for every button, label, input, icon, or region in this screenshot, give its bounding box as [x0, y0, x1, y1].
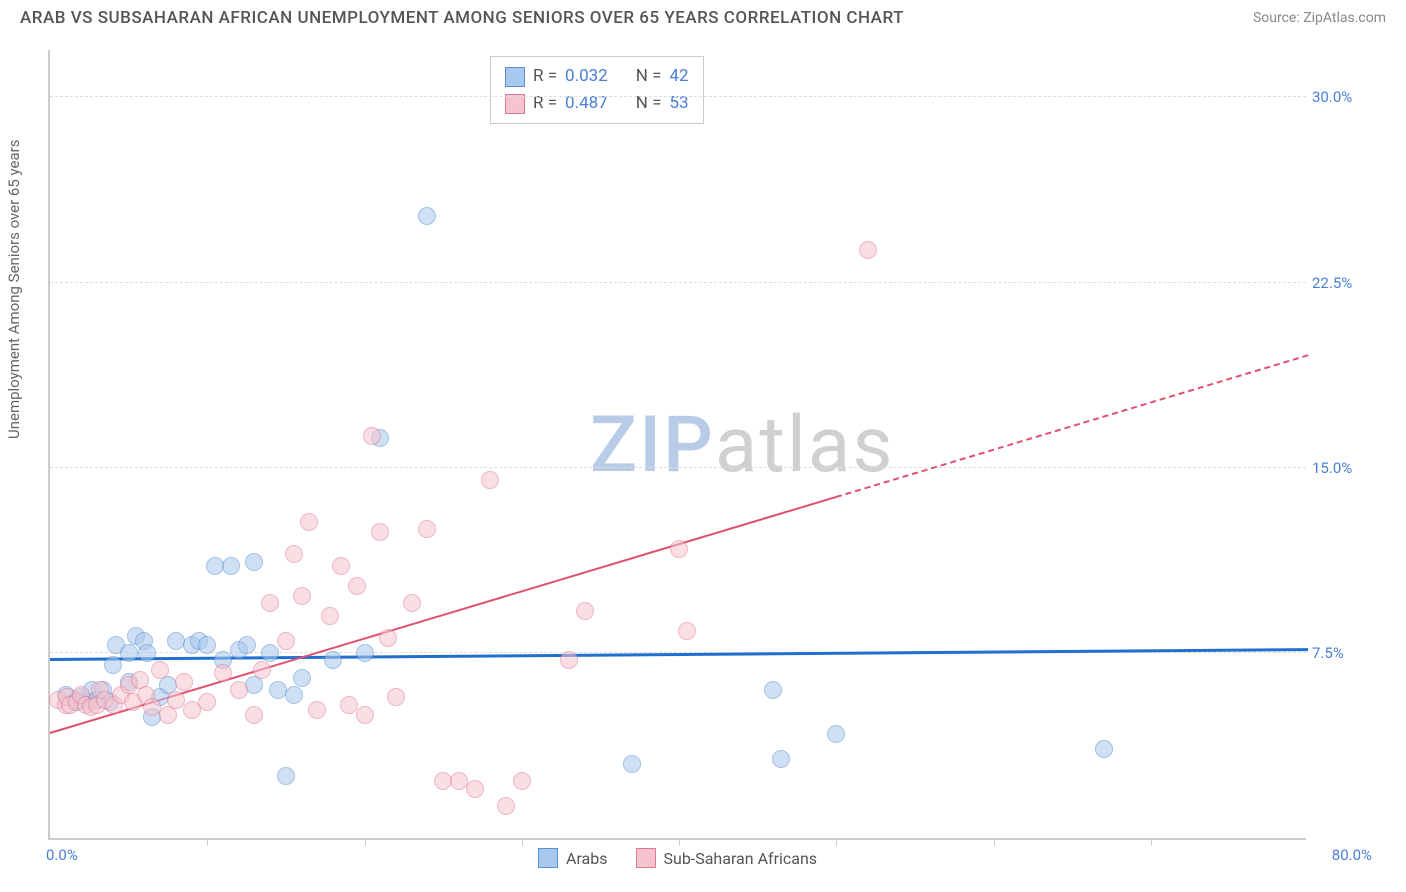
data-point: [238, 636, 256, 654]
data-point: [277, 767, 295, 785]
x-tick-mark: [679, 838, 680, 846]
data-point: [175, 673, 193, 691]
r-label: R =: [533, 90, 557, 117]
data-point: [623, 755, 641, 773]
y-tick-label: 15.0%: [1312, 459, 1372, 477]
x-tick-mark: [994, 838, 995, 846]
gridline: [50, 96, 1306, 97]
r-value: 0.032: [565, 63, 608, 90]
gridline: [50, 467, 1306, 468]
title-bar: ARAB VS SUBSAHARAN AFRICAN UNEMPLOYMENT …: [0, 0, 1406, 32]
y-tick-label: 7.5%: [1312, 644, 1372, 662]
n-label: N =: [636, 90, 662, 117]
chart-container: Unemployment Among Seniors over 65 years…: [48, 50, 1378, 840]
data-point: [363, 427, 381, 445]
data-point: [371, 523, 389, 541]
data-point: [253, 661, 271, 679]
data-point: [1095, 740, 1113, 758]
data-point: [403, 594, 421, 612]
data-point: [308, 701, 326, 719]
data-point: [670, 540, 688, 558]
data-point: [418, 207, 436, 225]
watermark-atlas: atlas: [715, 400, 895, 491]
swatch-icon: [636, 848, 656, 868]
data-point: [300, 513, 318, 531]
correlation-row: R = 0.032 N = 42: [505, 63, 689, 90]
data-point: [222, 557, 240, 575]
data-point: [321, 607, 339, 625]
data-point: [332, 557, 350, 575]
correlation-row: R = 0.487 N = 53: [505, 90, 689, 117]
data-point: [827, 725, 845, 743]
data-point: [356, 706, 374, 724]
x-tick-label: 0.0%: [46, 846, 78, 864]
data-point: [120, 644, 138, 662]
data-point: [198, 693, 216, 711]
data-point: [261, 644, 279, 662]
data-point: [198, 636, 216, 654]
data-point: [560, 651, 578, 669]
data-point: [277, 632, 295, 650]
chart-title: ARAB VS SUBSAHARAN AFRICAN UNEMPLOYMENT …: [20, 8, 904, 28]
trend-line: [836, 355, 1308, 499]
data-point: [418, 520, 436, 538]
legend-label: Sub-Saharan Africans: [664, 849, 818, 868]
x-tick-mark: [836, 838, 837, 846]
data-point: [293, 587, 311, 605]
data-point: [324, 651, 342, 669]
y-tick-label: 30.0%: [1312, 88, 1372, 106]
data-point: [772, 750, 790, 768]
data-point: [245, 706, 263, 724]
x-tick-label: 80.0%: [1332, 846, 1372, 864]
data-point: [138, 644, 156, 662]
x-tick-mark: [1151, 838, 1152, 846]
data-point: [387, 688, 405, 706]
x-tick-mark: [365, 838, 366, 846]
legend-item: Arabs: [538, 848, 608, 868]
y-tick-label: 22.5%: [1312, 274, 1372, 292]
data-point: [230, 681, 248, 699]
gridline: [50, 282, 1306, 283]
data-point: [513, 772, 531, 790]
data-point: [104, 656, 122, 674]
data-point: [245, 553, 263, 571]
data-point: [466, 780, 484, 798]
data-point: [379, 629, 397, 647]
n-label: N =: [636, 63, 662, 90]
legend-bottom: Arabs Sub-Saharan Africans: [538, 848, 817, 868]
r-label: R =: [533, 63, 557, 90]
watermark-zip: ZIP: [590, 400, 715, 491]
source-label: Source: ZipAtlas.com: [1253, 10, 1386, 26]
watermark: ZIPatlas: [590, 400, 895, 491]
n-value: 53: [669, 90, 688, 117]
data-point: [261, 594, 279, 612]
x-tick-mark: [207, 838, 208, 846]
y-axis-label: Unemployment Among Seniors over 65 years: [5, 140, 23, 439]
data-point: [678, 622, 696, 640]
data-point: [293, 669, 311, 687]
data-point: [151, 661, 169, 679]
data-point: [497, 797, 515, 815]
data-point: [859, 241, 877, 259]
data-point: [356, 644, 374, 662]
plot-area: ZIPatlas R =0.032N =42R =0.487N =53 7.5%…: [48, 50, 1306, 840]
legend-item: Sub-Saharan Africans: [636, 848, 818, 868]
n-value: 42: [669, 63, 688, 90]
data-point: [214, 664, 232, 682]
data-point: [285, 686, 303, 704]
data-point: [285, 545, 303, 563]
data-point: [481, 471, 499, 489]
x-tick-mark: [522, 838, 523, 846]
legend-label: Arabs: [566, 849, 608, 868]
data-point: [576, 602, 594, 620]
swatch-icon: [538, 848, 558, 868]
swatch-icon: [505, 67, 525, 87]
data-point: [348, 577, 366, 595]
data-point: [764, 681, 782, 699]
r-value: 0.487: [565, 90, 608, 117]
correlation-box: R = 0.032 N = 42 R = 0.487 N = 53: [490, 56, 704, 124]
